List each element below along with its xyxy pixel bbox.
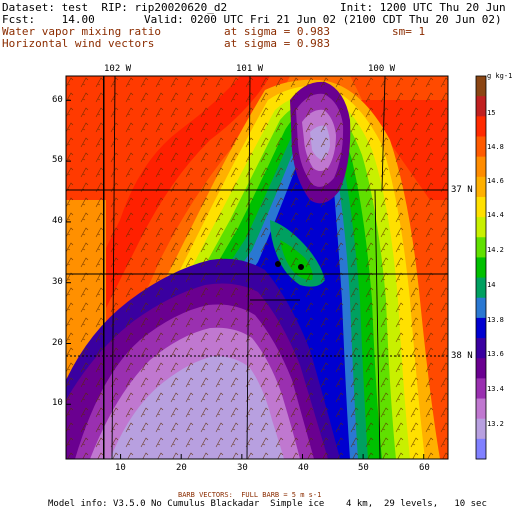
plot-frame xyxy=(65,75,449,460)
y-tick-label: 40 xyxy=(52,216,63,226)
lat-label-37n: 37 N xyxy=(451,185,473,195)
y-tick-label: 30 xyxy=(52,277,63,287)
colorbar-swatch xyxy=(476,277,486,299)
colorbar-swatch xyxy=(476,176,486,198)
valid-line: Valid: 0200 UTC Fri 21 Jun 02 (2100 CDT … xyxy=(144,13,502,26)
field1-name: Water vapor mixing ratio xyxy=(2,25,161,38)
colorbar-label: 14 xyxy=(487,281,496,289)
y-tick-label: 20 xyxy=(52,338,63,348)
colorbar-swatch xyxy=(476,378,486,400)
colorbar-swatch xyxy=(476,156,486,178)
lon-label-101w: 101 W xyxy=(236,64,264,74)
init-line: Init: 1200 UTC Thu 20 Jun 02 xyxy=(340,1,512,14)
lon-label-100w: 100 W xyxy=(368,64,396,74)
colorbar-swatch xyxy=(476,438,486,460)
lon-label-102w: 102 W xyxy=(104,64,132,74)
model-info-line: Model info: V3.5.0 No Cumulus Blackadar … xyxy=(48,499,487,509)
fcst-line: Fcst: 14.00 xyxy=(2,13,95,26)
city-dot-2 xyxy=(298,264,304,270)
x-tick-label: 20 xyxy=(176,463,187,473)
x-tick-label: 40 xyxy=(298,463,309,473)
colorbar-swatch xyxy=(476,96,486,117)
x-tick-label: 60 xyxy=(419,463,430,473)
colorbar-swatch xyxy=(476,257,486,279)
colorbar-units: g kg-1 xyxy=(487,72,512,80)
colorbar-label: 14.6 xyxy=(487,177,504,185)
field2-name: Horizontal wind vectors xyxy=(2,37,155,50)
colorbar-swatch xyxy=(476,217,486,238)
x-tick-label: 50 xyxy=(358,463,369,473)
colorbar-swatch xyxy=(476,338,486,359)
colorbar-swatch xyxy=(476,297,486,319)
colorbar-swatch xyxy=(476,418,486,440)
dataset-line: Dataset: test RIP: rip20020620_d2 xyxy=(2,1,228,14)
colorbar-label: 14.8 xyxy=(487,143,504,151)
colorbar-swatch xyxy=(476,196,486,218)
colorbar-swatch xyxy=(476,76,486,97)
field2-level: at sigma = 0.983 xyxy=(224,37,330,50)
colorbar-frame xyxy=(475,75,487,460)
field1-smoothing: sm= 1 xyxy=(392,25,426,38)
barb-vectors-label: BARB VECTORS: FULL BARB = 5 m s-1 xyxy=(178,491,322,499)
city-dot-1 xyxy=(275,261,281,267)
colorbar-swatch xyxy=(476,317,486,339)
colorbar-swatch xyxy=(476,398,486,420)
colorbar-label: 13.6 xyxy=(487,350,504,358)
lat-label-38n: 38 N xyxy=(451,351,473,361)
colorbar-swatch xyxy=(476,116,486,137)
colorbar-swatch xyxy=(476,237,486,258)
colorbar-label: 13.8 xyxy=(487,316,504,324)
mixing-ratio-field xyxy=(66,76,448,459)
colorbar-label: 15 xyxy=(487,109,496,117)
x-tick-label: 10 xyxy=(115,463,126,473)
colorbar-label: 13.4 xyxy=(487,385,504,393)
y-tick-label: 60 xyxy=(52,95,63,105)
colorbar-swatch xyxy=(476,136,486,158)
colorbar xyxy=(476,76,486,460)
colorbar-label: 14.4 xyxy=(487,211,504,219)
field1-level: at sigma = 0.983 xyxy=(224,25,330,38)
colorbar-label: 13.2 xyxy=(487,420,504,428)
x-tick-label: 30 xyxy=(237,463,248,473)
colorbar-label: 14.2 xyxy=(487,246,504,254)
colorbar-swatch xyxy=(476,358,486,379)
y-tick-label: 50 xyxy=(52,155,63,165)
y-tick-label: 10 xyxy=(52,398,63,408)
